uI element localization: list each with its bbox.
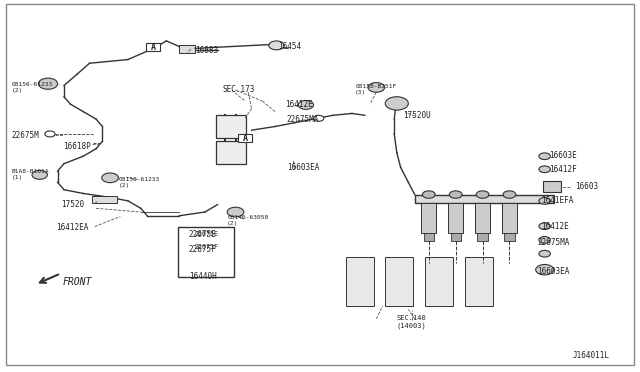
Circle shape xyxy=(38,78,58,89)
Bar xyxy=(451,232,461,241)
Bar xyxy=(504,232,515,241)
Text: 08146-63050
(2): 08146-63050 (2) xyxy=(227,215,268,226)
Text: 16603EA: 16603EA xyxy=(538,267,570,276)
Text: 16412E: 16412E xyxy=(541,222,568,231)
Text: 08156-61233
(2): 08156-61233 (2) xyxy=(12,82,52,93)
Text: 17520U: 17520U xyxy=(403,111,431,120)
Bar xyxy=(424,232,434,241)
Bar xyxy=(415,195,554,203)
Bar xyxy=(502,203,517,233)
Bar xyxy=(421,203,436,233)
Bar xyxy=(475,203,490,233)
Circle shape xyxy=(45,131,55,137)
Bar xyxy=(448,203,463,233)
Text: 16603: 16603 xyxy=(575,182,598,190)
Bar xyxy=(216,115,246,138)
Bar xyxy=(465,257,493,306)
Text: 16412F: 16412F xyxy=(549,165,577,174)
Circle shape xyxy=(539,198,550,204)
Text: 16412EA: 16412EA xyxy=(56,223,89,232)
Text: 22675E: 22675E xyxy=(189,230,216,239)
Text: 16618P: 16618P xyxy=(63,142,90,151)
Circle shape xyxy=(269,41,284,50)
Text: 22675MA: 22675MA xyxy=(538,238,570,247)
Circle shape xyxy=(539,223,550,230)
Circle shape xyxy=(503,191,516,198)
Bar xyxy=(543,181,561,192)
Text: B1A8-B161A
(1): B1A8-B161A (1) xyxy=(12,169,49,180)
Text: 22675M: 22675M xyxy=(12,131,39,140)
Circle shape xyxy=(385,97,408,110)
Bar xyxy=(178,227,234,277)
Bar xyxy=(477,232,488,241)
Text: 1641EFA: 1641EFA xyxy=(541,196,573,205)
Text: 16883: 16883 xyxy=(195,46,218,55)
Circle shape xyxy=(536,264,554,275)
Text: 16412E: 16412E xyxy=(285,100,312,109)
Circle shape xyxy=(539,237,550,243)
Text: 22675F: 22675F xyxy=(189,245,216,254)
Text: J164011L: J164011L xyxy=(573,351,610,360)
Bar xyxy=(385,257,413,306)
Circle shape xyxy=(32,170,47,179)
Text: 22675F: 22675F xyxy=(194,244,218,250)
Text: 16603EA: 16603EA xyxy=(287,163,319,172)
Text: SEC.173: SEC.173 xyxy=(223,85,255,94)
Bar xyxy=(346,257,374,306)
Circle shape xyxy=(368,83,385,92)
Circle shape xyxy=(422,191,435,198)
Circle shape xyxy=(314,115,324,121)
Circle shape xyxy=(227,207,244,217)
Bar xyxy=(425,257,453,306)
Text: A: A xyxy=(243,134,248,142)
Bar xyxy=(92,196,117,203)
Circle shape xyxy=(102,173,118,183)
Bar xyxy=(238,134,252,142)
Text: 08156-61233
(2): 08156-61233 (2) xyxy=(118,177,159,188)
Text: 08158-B251F
(3): 08158-B251F (3) xyxy=(355,84,396,95)
Circle shape xyxy=(539,166,550,173)
Circle shape xyxy=(539,250,550,257)
Circle shape xyxy=(476,191,489,198)
Text: 16440H: 16440H xyxy=(189,272,216,280)
Text: 22675E: 22675E xyxy=(194,231,218,237)
Circle shape xyxy=(539,153,550,160)
Text: 22675MA: 22675MA xyxy=(287,115,319,124)
Text: 16454: 16454 xyxy=(278,42,301,51)
Bar xyxy=(146,43,160,51)
Bar xyxy=(216,141,246,164)
Polygon shape xyxy=(320,238,538,316)
Text: A: A xyxy=(150,43,156,52)
Circle shape xyxy=(298,100,314,109)
Text: SEC.140
(14003): SEC.140 (14003) xyxy=(397,315,426,328)
Text: 17520: 17520 xyxy=(61,200,84,209)
Bar xyxy=(179,45,195,53)
Circle shape xyxy=(449,191,462,198)
Text: FRONT: FRONT xyxy=(63,277,92,287)
Text: 16603E: 16603E xyxy=(549,151,577,160)
